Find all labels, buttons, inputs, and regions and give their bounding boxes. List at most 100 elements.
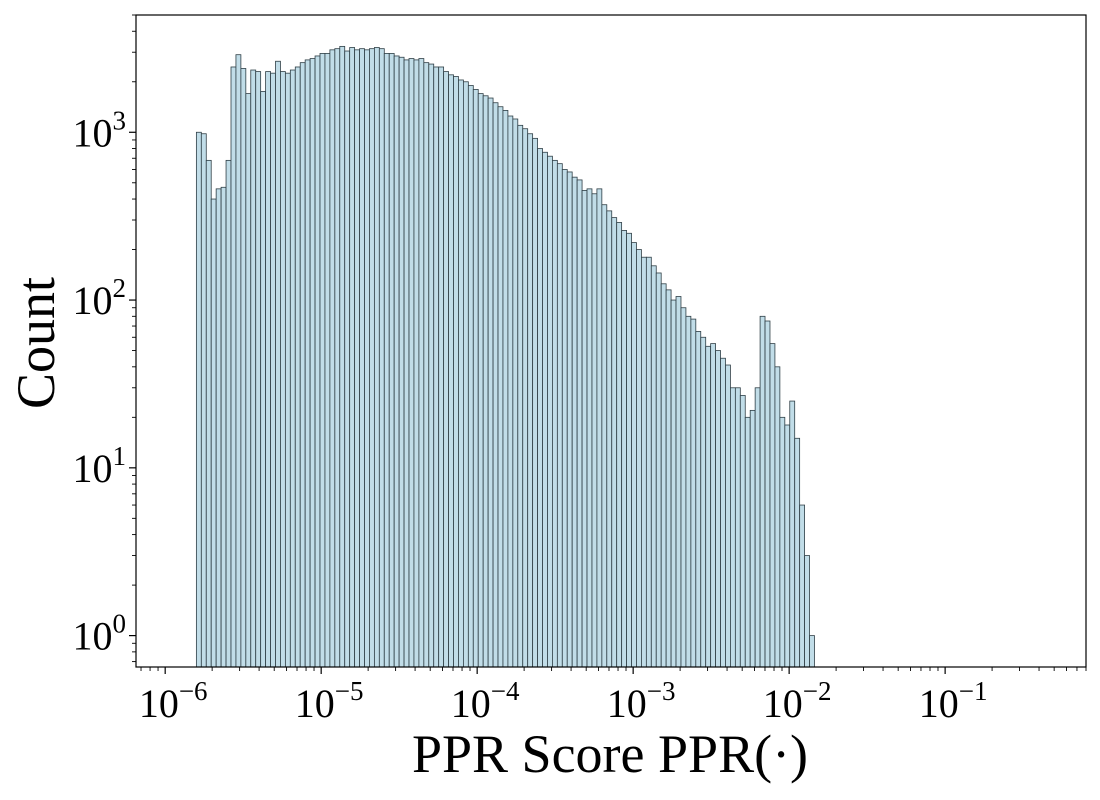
- x-tick-label: 10−3: [607, 676, 676, 726]
- histogram-bar: [478, 94, 483, 667]
- histogram-bar: [533, 138, 538, 667]
- histogram-bar: [800, 505, 805, 667]
- histogram-bar: [503, 110, 508, 667]
- y-tick-labels: 100 101 102 103: [73, 105, 127, 658]
- histogram-bar: [805, 556, 810, 667]
- histogram-bar: [567, 172, 572, 667]
- x-axis-label: PPR Score PPR(·): [412, 724, 808, 784]
- histogram-bar: [686, 316, 691, 667]
- histogram-bar: [434, 67, 439, 667]
- histogram-bar: [206, 160, 211, 667]
- histogram-bars: [196, 46, 814, 667]
- histogram-bar: [498, 107, 503, 667]
- histogram-bar: [226, 160, 231, 667]
- histogram-bar: [691, 319, 696, 667]
- histogram-bar: [810, 636, 815, 667]
- histogram-bar: [592, 194, 597, 667]
- y-tick-label: 100: [73, 609, 127, 659]
- histogram-bar: [508, 116, 513, 667]
- histogram-bar: [409, 59, 414, 667]
- histogram-bar: [246, 94, 251, 667]
- histogram-bar: [671, 300, 676, 667]
- histogram-bar: [795, 438, 800, 667]
- histogram-bar: [543, 152, 548, 667]
- x-tick-label: 10−1: [919, 676, 988, 726]
- x-tick-label: 10−5: [295, 676, 364, 726]
- histogram-bar: [760, 316, 765, 667]
- histogram-bar: [721, 358, 726, 667]
- histogram-bar: [627, 233, 632, 667]
- histogram-bar: [424, 63, 429, 667]
- histogram-bar: [696, 331, 701, 667]
- histogram-bar: [557, 164, 562, 667]
- histogram-bar: [730, 388, 735, 667]
- x-tick-label: 10−6: [139, 676, 208, 726]
- histogram-bar: [513, 119, 518, 667]
- histogram-bar: [676, 297, 681, 668]
- histogram-bar: [483, 96, 488, 667]
- histogram-bar: [656, 273, 661, 667]
- histogram-bar: [295, 67, 300, 667]
- histogram-bar: [454, 77, 459, 668]
- histogram-bar: [745, 417, 750, 667]
- histogram-bar: [636, 250, 641, 667]
- histogram-bar: [266, 72, 271, 667]
- histogram-bar: [276, 61, 281, 667]
- histogram-bar: [340, 46, 345, 667]
- histogram-bar: [725, 365, 730, 667]
- histogram-bar: [755, 388, 760, 667]
- histogram-bar: [330, 50, 335, 667]
- histogram-bar: [577, 180, 582, 667]
- histogram-bar: [473, 89, 478, 667]
- histogram-bar: [305, 60, 310, 667]
- histogram-bar: [735, 388, 740, 667]
- histogram-bar: [325, 53, 330, 667]
- histogram-bar: [641, 257, 646, 667]
- histogram-bar: [750, 410, 755, 667]
- y-tick-label: 102: [73, 273, 127, 323]
- x-tick-label: 10−4: [451, 676, 520, 726]
- histogram-bar: [572, 177, 577, 667]
- histogram-bar: [518, 125, 523, 667]
- histogram-bar: [271, 73, 276, 667]
- histogram-bar: [345, 51, 350, 667]
- histogram-bar: [399, 57, 404, 667]
- histogram-bar: [256, 72, 261, 667]
- histogram-bar: [429, 64, 434, 667]
- histogram-bar: [488, 98, 493, 667]
- histogram-bar: [201, 134, 206, 667]
- histogram-bar: [468, 86, 473, 668]
- histogram-bar: [369, 49, 374, 667]
- histogram-bar: [617, 222, 622, 667]
- histogram-bar: [765, 321, 770, 667]
- histogram-bar: [552, 160, 557, 667]
- histogram-bar: [547, 156, 552, 667]
- histogram-bar: [389, 53, 394, 667]
- histogram-bar: [597, 189, 602, 667]
- histogram-bar: [320, 53, 325, 667]
- histogram-bar: [716, 351, 721, 667]
- histogram-bar: [419, 59, 424, 667]
- histogram-bar: [528, 134, 533, 667]
- histogram-bar: [587, 189, 592, 667]
- histogram-bar: [740, 395, 745, 667]
- histogram-bar: [251, 70, 256, 667]
- histogram-bar: [241, 68, 246, 667]
- histogram-bar: [315, 56, 320, 667]
- histogram-bar: [770, 344, 775, 667]
- histogram-bar: [661, 284, 666, 667]
- histogram-bar: [681, 308, 686, 667]
- x-tick-label: 10−2: [763, 676, 832, 726]
- histogram-bar: [394, 56, 399, 667]
- histogram-bar: [216, 189, 221, 667]
- histogram-bar: [374, 48, 379, 667]
- histogram-bar: [775, 367, 780, 667]
- histogram-bar: [231, 67, 236, 667]
- histogram-bar: [365, 50, 370, 667]
- histogram-bar: [449, 75, 454, 667]
- histogram-bar: [290, 70, 295, 667]
- histogram-bar: [666, 290, 671, 667]
- histogram-bar: [711, 344, 716, 667]
- histogram-bar: [458, 80, 463, 667]
